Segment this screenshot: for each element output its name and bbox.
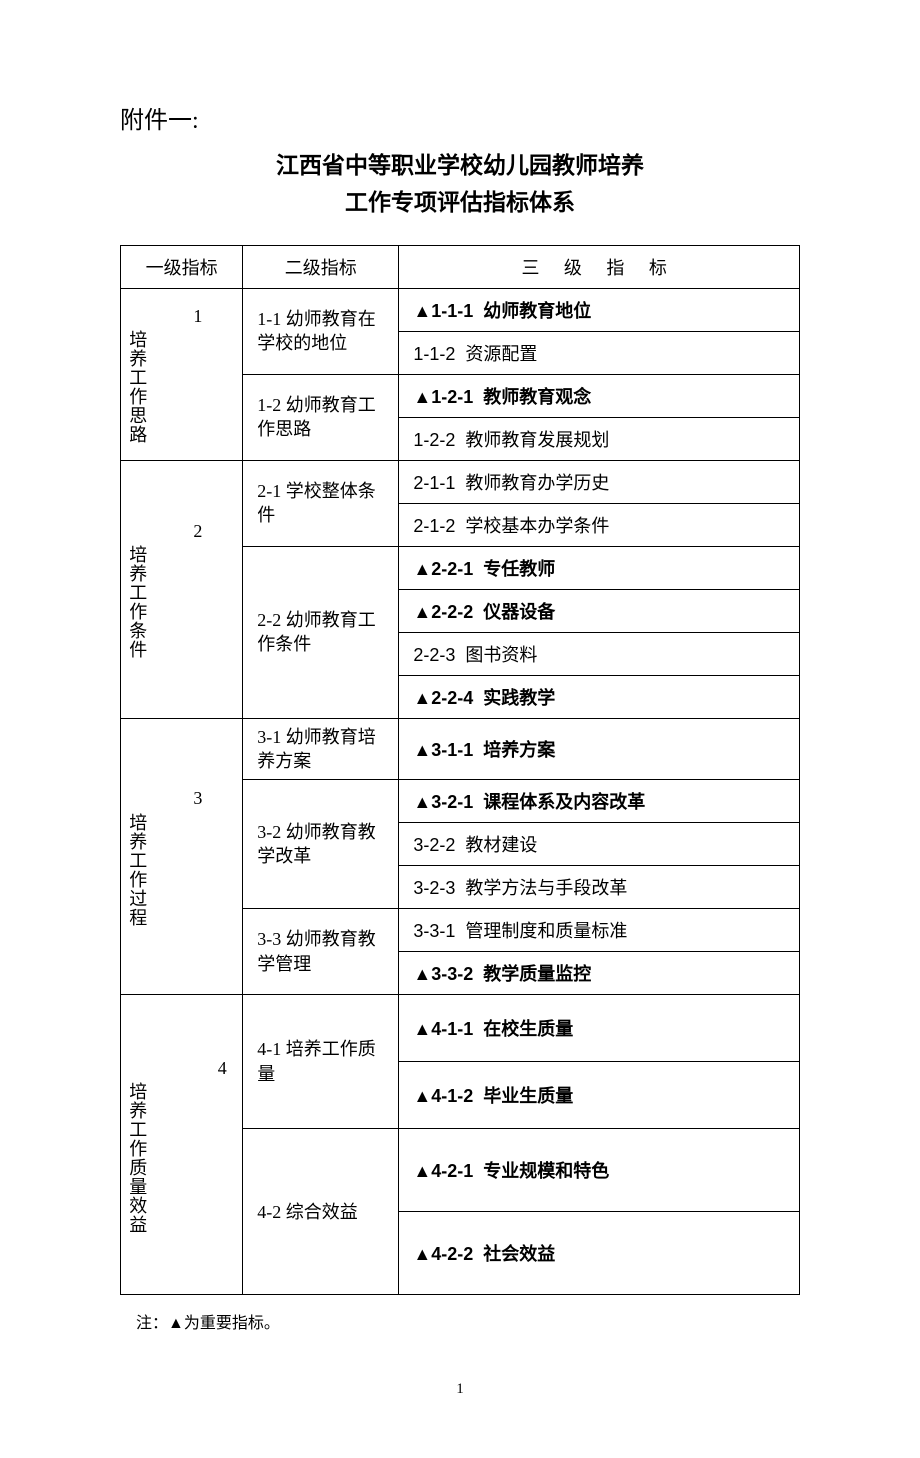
page-number: 1 <box>120 1381 800 1398</box>
l3-code: 2-2-3 <box>413 645 455 665</box>
l3-cell: ▲2-2-1 专任教师 <box>399 546 800 589</box>
l3-name: 管理制度和质量标准 <box>465 921 627 941</box>
l3-cell: 1-2-2 教师教育发展规划 <box>399 417 800 460</box>
l3-name: 毕业生质量 <box>483 1086 573 1106</box>
table-row: 4培养工作质量效益4-1 培养工作质量▲4-1-1在校生质量 <box>121 995 800 1062</box>
l3-code: 3-2-2 <box>413 835 455 855</box>
l1-cell: 4培养工作质量效益 <box>121 995 243 1295</box>
l3-name: 教学方法与手段改革 <box>465 878 627 898</box>
l3-cell: 3-2-2 教材建设 <box>399 823 800 866</box>
l3-cell: ▲2-2-2 仪器设备 <box>399 589 800 632</box>
l3-name: 教师教育办学历史 <box>465 473 609 493</box>
l3-cell: 3-3-1 管理制度和质量标准 <box>399 909 800 952</box>
l3-name: 教材建设 <box>465 835 537 855</box>
l3-cell: ▲4-2-2 社会效益 <box>399 1212 800 1295</box>
header-l3: 三 级 指 标 <box>399 245 800 288</box>
l3-cell: 2-1-1 教师教育办学历史 <box>399 460 800 503</box>
l1-text: 培养工作过程 <box>125 813 149 927</box>
l3-cell: ▲3-3-2 教学质量监控 <box>399 952 800 995</box>
l3-code: 3-3-1 <box>413 921 455 941</box>
l3-cell: ▲3-1-1 培养方案 <box>399 718 800 780</box>
l3-name: 教学质量监控 <box>483 964 591 984</box>
table-header-row: 一级指标 二级指标 三 级 指 标 <box>121 245 800 288</box>
l3-cell: ▲1-2-1 教师教育观念 <box>399 374 800 417</box>
table-row: 3培养工作过程3-1 幼师教育培养方案▲3-1-1培养方案 <box>121 718 800 780</box>
l3-name: 仪器设备 <box>483 602 555 622</box>
l3-name: 课程体系及内容改革 <box>483 792 645 812</box>
l3-name: 资源配置 <box>465 344 537 364</box>
l3-name: 教师教育发展规划 <box>465 430 609 450</box>
l3-name: 教师教育观念 <box>483 387 591 407</box>
l3-cell: ▲2-2-4 实践教学 <box>399 675 800 718</box>
l3-cell: ▲1-1-1 幼师教育地位 <box>399 288 800 331</box>
l3-name: 学校基本办学条件 <box>465 516 609 536</box>
header-l1: 一级指标 <box>121 245 243 288</box>
l3-code: 1-2-2 <box>413 430 455 450</box>
l3-code: ▲2-2-1 <box>413 559 473 579</box>
l1-num: 3 <box>125 786 271 810</box>
l3-code: ▲2-2-4 <box>413 688 473 708</box>
l3-cell: 1-1-2 资源配置 <box>399 331 800 374</box>
l3-code: ▲4-1-1 <box>413 1019 473 1039</box>
l1-num: 1 <box>125 304 271 328</box>
l3-code: ▲3-1-1 <box>413 740 473 760</box>
title-block: 江西省中等职业学校幼儿园教师培养 工作专项评估指标体系 <box>120 147 800 221</box>
l1-cell: 1培养工作思路 <box>121 288 243 460</box>
l1-text: 培养工作条件 <box>125 545 149 659</box>
l3-code: 2-1-1 <box>413 473 455 493</box>
attachment-label: 附件一: <box>120 100 800 135</box>
title-line-1: 江西省中等职业学校幼儿园教师培养 <box>120 147 800 184</box>
l1-cell: 3培养工作过程 <box>121 718 243 995</box>
l3-code: 1-1-2 <box>413 344 455 364</box>
l3-cell: 2-1-2 学校基本办学条件 <box>399 503 800 546</box>
l3-cell: 3-2-3 教学方法与手段改革 <box>399 866 800 909</box>
l2-cell: 3-1 幼师教育培养方案 <box>243 718 399 780</box>
l3-code: ▲3-2-1 <box>413 792 473 812</box>
l3-name: 专业规模和特色 <box>483 1161 609 1181</box>
table-row: 2培养工作条件2-1 学校整体条件2-1-1教师教育办学历史 <box>121 460 800 503</box>
l3-name: 图书资料 <box>465 645 537 665</box>
l3-name: 实践教学 <box>483 688 555 708</box>
l3-cell: 2-2-3 图书资料 <box>399 632 800 675</box>
l3-name: 培养方案 <box>483 740 555 760</box>
table-body: 1培养工作思路1-1 幼师教育在学校的地位▲1-1-1幼师教育地位1-1-2资源… <box>121 288 800 1295</box>
l3-code: ▲1-2-1 <box>413 387 473 407</box>
l3-name: 幼师教育地位 <box>483 301 591 321</box>
l3-code: ▲2-2-2 <box>413 602 473 622</box>
footnote: 注：▲为重要指标。 <box>136 1309 800 1333</box>
l3-name: 专任教师 <box>483 559 555 579</box>
l3-code: ▲4-2-2 <box>413 1244 473 1264</box>
l3-code: 2-1-2 <box>413 516 455 536</box>
l3-cell: ▲4-1-2 毕业生质量 <box>399 1062 800 1129</box>
l3-cell: ▲4-1-1 在校生质量 <box>399 995 800 1062</box>
l3-code: 3-2-3 <box>413 878 455 898</box>
l3-name: 在校生质量 <box>483 1019 573 1039</box>
l3-code: ▲1-1-1 <box>413 301 473 321</box>
l3-cell: ▲4-2-1 专业规模和特色 <box>399 1129 800 1212</box>
l1-text: 培养工作质量效益 <box>125 1082 149 1234</box>
l3-code: ▲3-3-2 <box>413 964 473 984</box>
l3-name: 社会效益 <box>483 1244 555 1264</box>
header-l2: 二级指标 <box>243 245 399 288</box>
l3-code: ▲4-2-1 <box>413 1161 473 1181</box>
l1-text: 培养工作思路 <box>125 330 149 444</box>
l1-num: 2 <box>125 519 271 543</box>
table-row: 1培养工作思路1-1 幼师教育在学校的地位▲1-1-1幼师教育地位 <box>121 288 800 331</box>
l3-code: ▲4-1-2 <box>413 1086 473 1106</box>
title-line-2: 工作专项评估指标体系 <box>120 184 800 221</box>
l3-cell: ▲3-2-1 课程体系及内容改革 <box>399 780 800 823</box>
l1-cell: 2培养工作条件 <box>121 460 243 718</box>
indicator-table: 一级指标 二级指标 三 级 指 标 1培养工作思路1-1 幼师教育在学校的地位▲… <box>120 245 800 1296</box>
